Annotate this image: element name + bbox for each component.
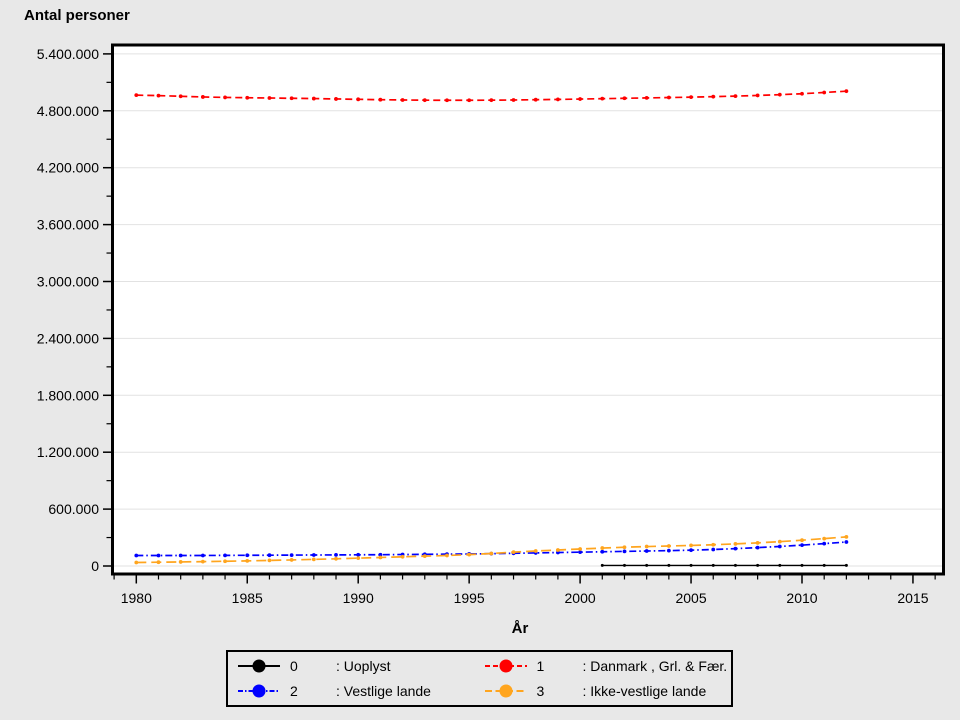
series-danmark-grl-f-r xyxy=(134,89,849,103)
y-tick-label: 0 xyxy=(91,558,99,574)
x-tick-label: 2000 xyxy=(565,590,596,606)
legend-marker-uoplyst-icon xyxy=(238,657,280,675)
legend-item-vestlige-lande: 2 : Vestlige lande xyxy=(238,680,485,702)
series-ikke-vestlige-lande xyxy=(134,534,849,565)
legend-series-number: 0 xyxy=(290,658,298,674)
gridlines xyxy=(114,53,942,567)
legend-series-number: 2 xyxy=(290,683,298,699)
x-tick-label: 1980 xyxy=(121,590,152,606)
legend: 0 : Uoplyst 1 : Danmark , Grl. & Fær. 2 … xyxy=(226,650,733,707)
legend-series-label: : Vestlige lande xyxy=(336,683,431,699)
chart-svg: 0 600.000 1.200.000 1.800.000 2.400.000 3.000… xyxy=(37,43,945,606)
legend-series-label: : Ikke-vestlige lande xyxy=(582,683,707,699)
y-tick-label: 2.400.000 xyxy=(37,330,99,346)
legend-marker-vestlige-icon xyxy=(238,682,280,700)
series-uoplyst xyxy=(600,563,848,567)
y-tick-label: 5.400.000 xyxy=(37,46,99,62)
legend-item-uoplyst: 0 : Uoplyst xyxy=(238,655,485,677)
legend-series-label: : Uoplyst xyxy=(336,658,391,674)
y-axis: 0 600.000 1.200.000 1.800.000 2.400.000 3.000… xyxy=(37,46,112,574)
legend-series-number: 3 xyxy=(536,683,545,699)
y-tick-label: 4.200.000 xyxy=(37,160,99,176)
y-axis-title: Antal personer xyxy=(24,7,130,24)
y-tick-label: 3.000.000 xyxy=(37,274,99,290)
legend-item-ikke-vestlige-lande: 3 : Ikke-vestlige lande xyxy=(484,680,732,702)
y-tick-label: 1.800.000 xyxy=(37,387,99,403)
x-tick-label: 1995 xyxy=(454,590,485,606)
legend-item-danmark: 1 : Danmark , Grl. & Fær. xyxy=(484,655,732,677)
y-tick-label: 3.600.000 xyxy=(37,217,99,233)
x-tick-label: 2015 xyxy=(897,590,928,606)
x-tick-label: 2010 xyxy=(786,590,817,606)
legend-series-label: : Danmark , Grl. & Fær. xyxy=(582,658,728,674)
x-tick-label: 1990 xyxy=(343,590,374,606)
plot-border xyxy=(111,43,945,576)
x-axis: 1980 1985 1990 1995 2000 2005 2010 2015 xyxy=(113,575,936,606)
y-tick-label: 4.800.000 xyxy=(37,103,99,119)
y-tick-label: 600.000 xyxy=(48,501,99,517)
x-axis-title: År xyxy=(511,620,529,637)
legend-series-number: 1 xyxy=(536,658,545,674)
plot-background xyxy=(112,45,944,574)
x-tick-label: 1985 xyxy=(232,590,263,606)
legend-marker-ikke-vestlige-icon xyxy=(484,682,527,700)
x-tick-label: 2005 xyxy=(675,590,706,606)
legend-marker-danmark-icon xyxy=(484,657,527,675)
y-tick-label: 1.200.000 xyxy=(37,444,99,460)
